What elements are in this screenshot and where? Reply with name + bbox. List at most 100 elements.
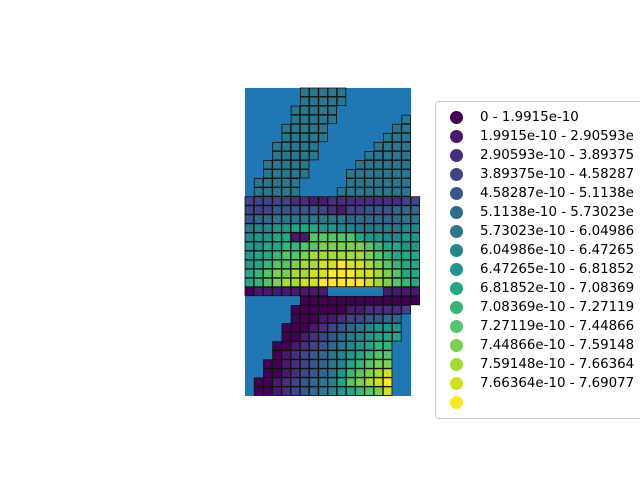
map-cell — [392, 277, 402, 288]
map-cell — [263, 160, 273, 170]
map-cell — [346, 232, 356, 242]
map-cell — [318, 305, 328, 315]
map-cell — [290, 350, 301, 360]
map-cell — [244, 268, 255, 279]
map-cell — [382, 178, 393, 188]
map-cell — [272, 350, 282, 360]
map-cell — [392, 314, 402, 324]
legend-swatch — [450, 110, 463, 124]
map-cell — [309, 196, 319, 206]
map-cell — [318, 314, 328, 324]
map-cell — [336, 87, 347, 97]
map-cell — [327, 87, 338, 97]
map-cell — [263, 286, 273, 297]
map-cell — [382, 286, 393, 297]
map-cell — [392, 241, 402, 251]
map-cell — [336, 277, 347, 288]
map-cell — [281, 196, 291, 206]
map-cell — [336, 350, 347, 360]
map-cell — [364, 232, 374, 242]
map-cell — [392, 214, 402, 224]
map-cell — [382, 305, 393, 315]
map-cell — [355, 332, 365, 342]
legend-label: 6.04986e-10 - 6.47265 — [480, 242, 635, 258]
map-cell — [346, 323, 356, 333]
legend-label: 5.73023e-10 - 6.04986 — [480, 223, 635, 239]
map-cell — [392, 187, 402, 197]
map-cell — [299, 286, 310, 297]
map-cell — [309, 332, 319, 342]
map-cell — [346, 223, 356, 233]
map-cell — [290, 305, 301, 315]
map-cell — [318, 323, 328, 333]
map-cell — [281, 205, 291, 215]
map-cell — [364, 214, 374, 224]
map-cell — [309, 232, 319, 242]
map-cell — [336, 232, 347, 242]
map-cell — [355, 295, 365, 306]
map-cell — [290, 205, 301, 215]
legend-label: 3.89375e-10 - 4.58287 — [480, 166, 635, 182]
map-cell — [401, 232, 411, 242]
map-cell — [309, 214, 319, 224]
map-cell — [373, 323, 384, 333]
legend-swatch — [450, 376, 463, 390]
map-cell — [327, 114, 338, 125]
map-cell — [336, 368, 347, 378]
map-cell — [272, 223, 282, 233]
map-cell — [327, 214, 338, 224]
map-cell — [382, 359, 393, 369]
map-cell — [290, 259, 301, 269]
map-cell — [364, 223, 374, 233]
map-cell — [299, 132, 310, 143]
map-cell — [281, 277, 291, 288]
map-cell — [382, 323, 393, 333]
map-cell — [382, 295, 393, 306]
map-cell — [272, 232, 282, 242]
map-cell — [401, 196, 411, 206]
legend-entry: 7.44866e-10 - 7.59148 — [436, 334, 634, 356]
legend-swatch — [450, 205, 463, 219]
map-cell — [373, 250, 384, 260]
map-cell — [410, 277, 421, 288]
map-cell — [364, 277, 374, 288]
map-cell — [290, 223, 301, 233]
map-cell — [309, 259, 319, 269]
map-cell — [263, 277, 273, 288]
map-cell — [263, 187, 273, 197]
map-cell — [263, 178, 273, 188]
map-cell — [336, 314, 347, 324]
map-cell — [327, 350, 338, 360]
map-cell — [281, 341, 291, 351]
legend-entry: 5.73023e-10 - 6.04986 — [436, 220, 634, 242]
map-cell — [309, 350, 319, 360]
map-cell — [382, 187, 393, 197]
map-cell — [299, 368, 310, 378]
map-cell — [355, 214, 365, 224]
map-cell — [392, 295, 402, 306]
map-cell — [309, 87, 319, 97]
map-cell — [355, 205, 365, 215]
legend-entry: 7.66364e-10 - 7.69077 — [436, 372, 634, 394]
map-cell — [299, 259, 310, 269]
map-cell — [272, 286, 282, 297]
map-cell — [373, 160, 384, 170]
map-cell — [309, 286, 319, 297]
map-cell — [290, 332, 301, 342]
map-cell — [382, 232, 393, 242]
map-cell — [355, 323, 365, 333]
map-cell — [392, 160, 402, 170]
map-cell — [299, 332, 310, 342]
legend-label: 6.81852e-10 - 7.08369 — [480, 280, 635, 296]
map-cell — [382, 277, 393, 288]
map-cell — [346, 341, 356, 351]
map-cell — [244, 241, 255, 251]
map-cell — [253, 386, 264, 396]
map-cell — [336, 295, 347, 306]
legend-label: 7.44866e-10 - 7.59148 — [480, 337, 635, 353]
map-cell — [272, 259, 282, 269]
map-cell — [244, 250, 255, 260]
map-cell — [281, 241, 291, 251]
map-cell — [392, 178, 402, 188]
map-cell — [382, 332, 393, 342]
